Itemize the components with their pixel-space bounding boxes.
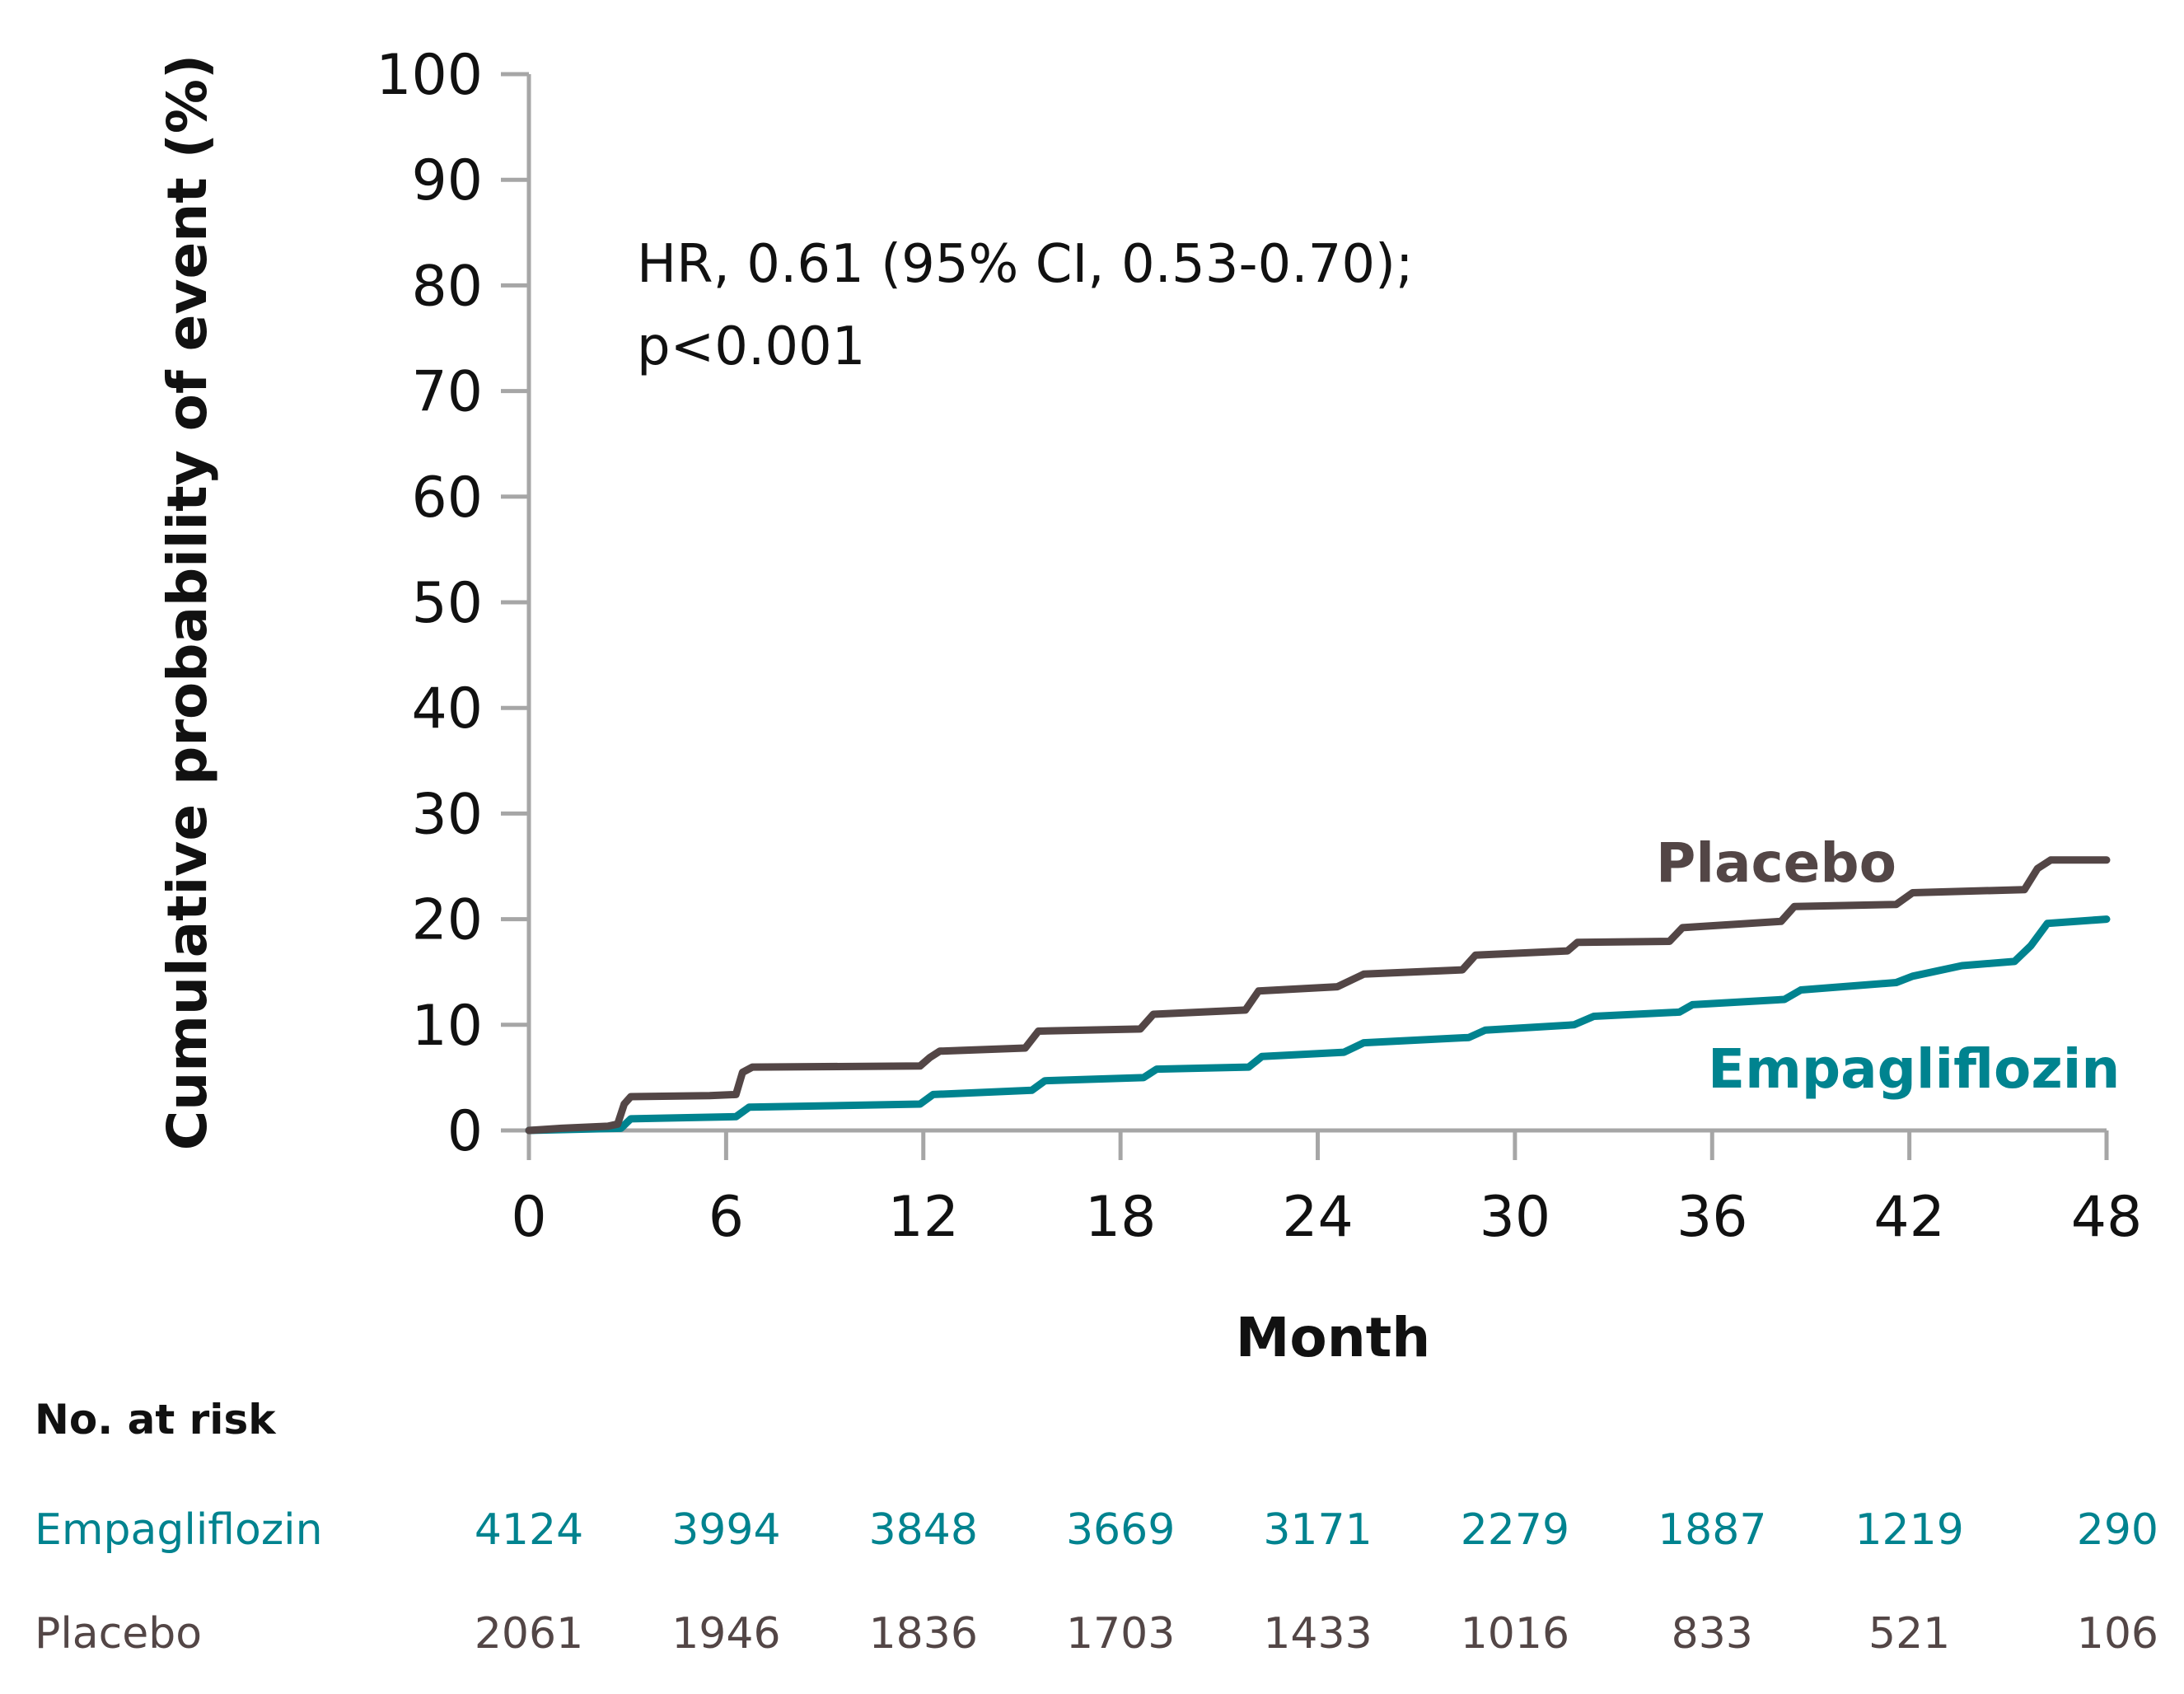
x-axis-title: Month (1236, 1306, 1431, 1369)
at-risk-placebo-month-24: 1433 (1263, 1609, 1372, 1659)
y-tick-label-10: 10 (411, 994, 483, 1059)
x-tick-label-30: 30 (1480, 1185, 1551, 1250)
at-risk-empagliflozin-month-30: 2279 (1461, 1505, 1569, 1555)
y-tick-label-40: 40 (411, 676, 483, 742)
hr-annotation-line-1: HR, 0.61 (95% CI, 0.53-0.70); (637, 234, 1414, 295)
at-risk-empagliflozin-month-6: 3994 (671, 1505, 780, 1555)
at-risk-empagliflozin-month-0: 4124 (475, 1505, 583, 1555)
x-tick-label-6: 6 (709, 1185, 744, 1250)
at-risk-placebo-month-0: 2061 (475, 1609, 583, 1659)
y-tick-label-20: 20 (411, 888, 483, 953)
at-risk-row-label-placebo: Placebo (35, 1609, 202, 1659)
y-tick-label-100: 100 (376, 43, 483, 108)
empagliflozin-label: Empagliflozin (1708, 1037, 2120, 1101)
x-tick-label-0: 0 (511, 1185, 546, 1250)
at-risk-placebo-month-36: 833 (1672, 1609, 1753, 1659)
x-tick-label-12: 12 (887, 1185, 959, 1250)
y-tick-label-80: 80 (411, 254, 483, 319)
y-tick-label-30: 30 (411, 782, 483, 847)
curve-empagliflozin (525, 915, 2111, 1135)
x-tick-label-36: 36 (1677, 1185, 1748, 1250)
y-tick-label-50: 50 (411, 571, 483, 636)
placebo-label: Placebo (1656, 831, 1896, 895)
y-tick-label-60: 60 (411, 466, 483, 531)
at-risk-empagliflozin-month-42: 1219 (1854, 1505, 1963, 1555)
at-risk-placebo-month-30: 1016 (1461, 1609, 1569, 1659)
x-tick-label-18: 18 (1085, 1185, 1157, 1250)
at-risk-placebo-month-12: 1836 (869, 1609, 978, 1659)
curve-placebo (525, 856, 2111, 1135)
at-risk-placebo-month-48: 106 (2077, 1609, 2158, 1659)
y-tick-label-70: 70 (411, 360, 483, 425)
y-axis-title: Cumulative probability of event (%) (156, 54, 219, 1150)
at-risk-empagliflozin-month-12: 3848 (869, 1505, 978, 1555)
at-risk-empagliflozin-month-48: 290 (2077, 1505, 2158, 1555)
at-risk-row-label-empagliflozin: Empagliflozin (35, 1505, 323, 1555)
at-risk-placebo-month-18: 1703 (1066, 1609, 1175, 1659)
at-risk-empagliflozin-month-24: 3171 (1263, 1505, 1372, 1555)
curves (525, 856, 2111, 1135)
at-risk-placebo-month-6: 1946 (671, 1609, 780, 1659)
at-risk-table: Empagliflozin 4124 3994 3848 3669 3171 2279 188… (35, 1505, 2158, 1659)
x-tick-label-42: 42 (1873, 1185, 1945, 1250)
x-axis: 0 6 12 18 24 30 36 42 48 (511, 1128, 2143, 1250)
at-risk-empagliflozin-month-36: 1887 (1658, 1505, 1766, 1555)
y-axis: 0 10 20 30 40 50 60 70 80 90 100 (376, 43, 531, 1164)
at-risk-placebo-month-42: 521 (1868, 1609, 1950, 1659)
hr-annotation-line-2: p<0.001 (637, 316, 865, 377)
y-tick-label-0: 0 (447, 1099, 483, 1164)
at-risk-header: No. at risk (35, 1396, 277, 1444)
x-tick-label-48: 48 (2071, 1185, 2143, 1250)
x-tick-label-24: 24 (1282, 1185, 1354, 1250)
at-risk-empagliflozin-month-18: 3669 (1066, 1505, 1175, 1555)
y-tick-label-90: 90 (411, 148, 483, 213)
